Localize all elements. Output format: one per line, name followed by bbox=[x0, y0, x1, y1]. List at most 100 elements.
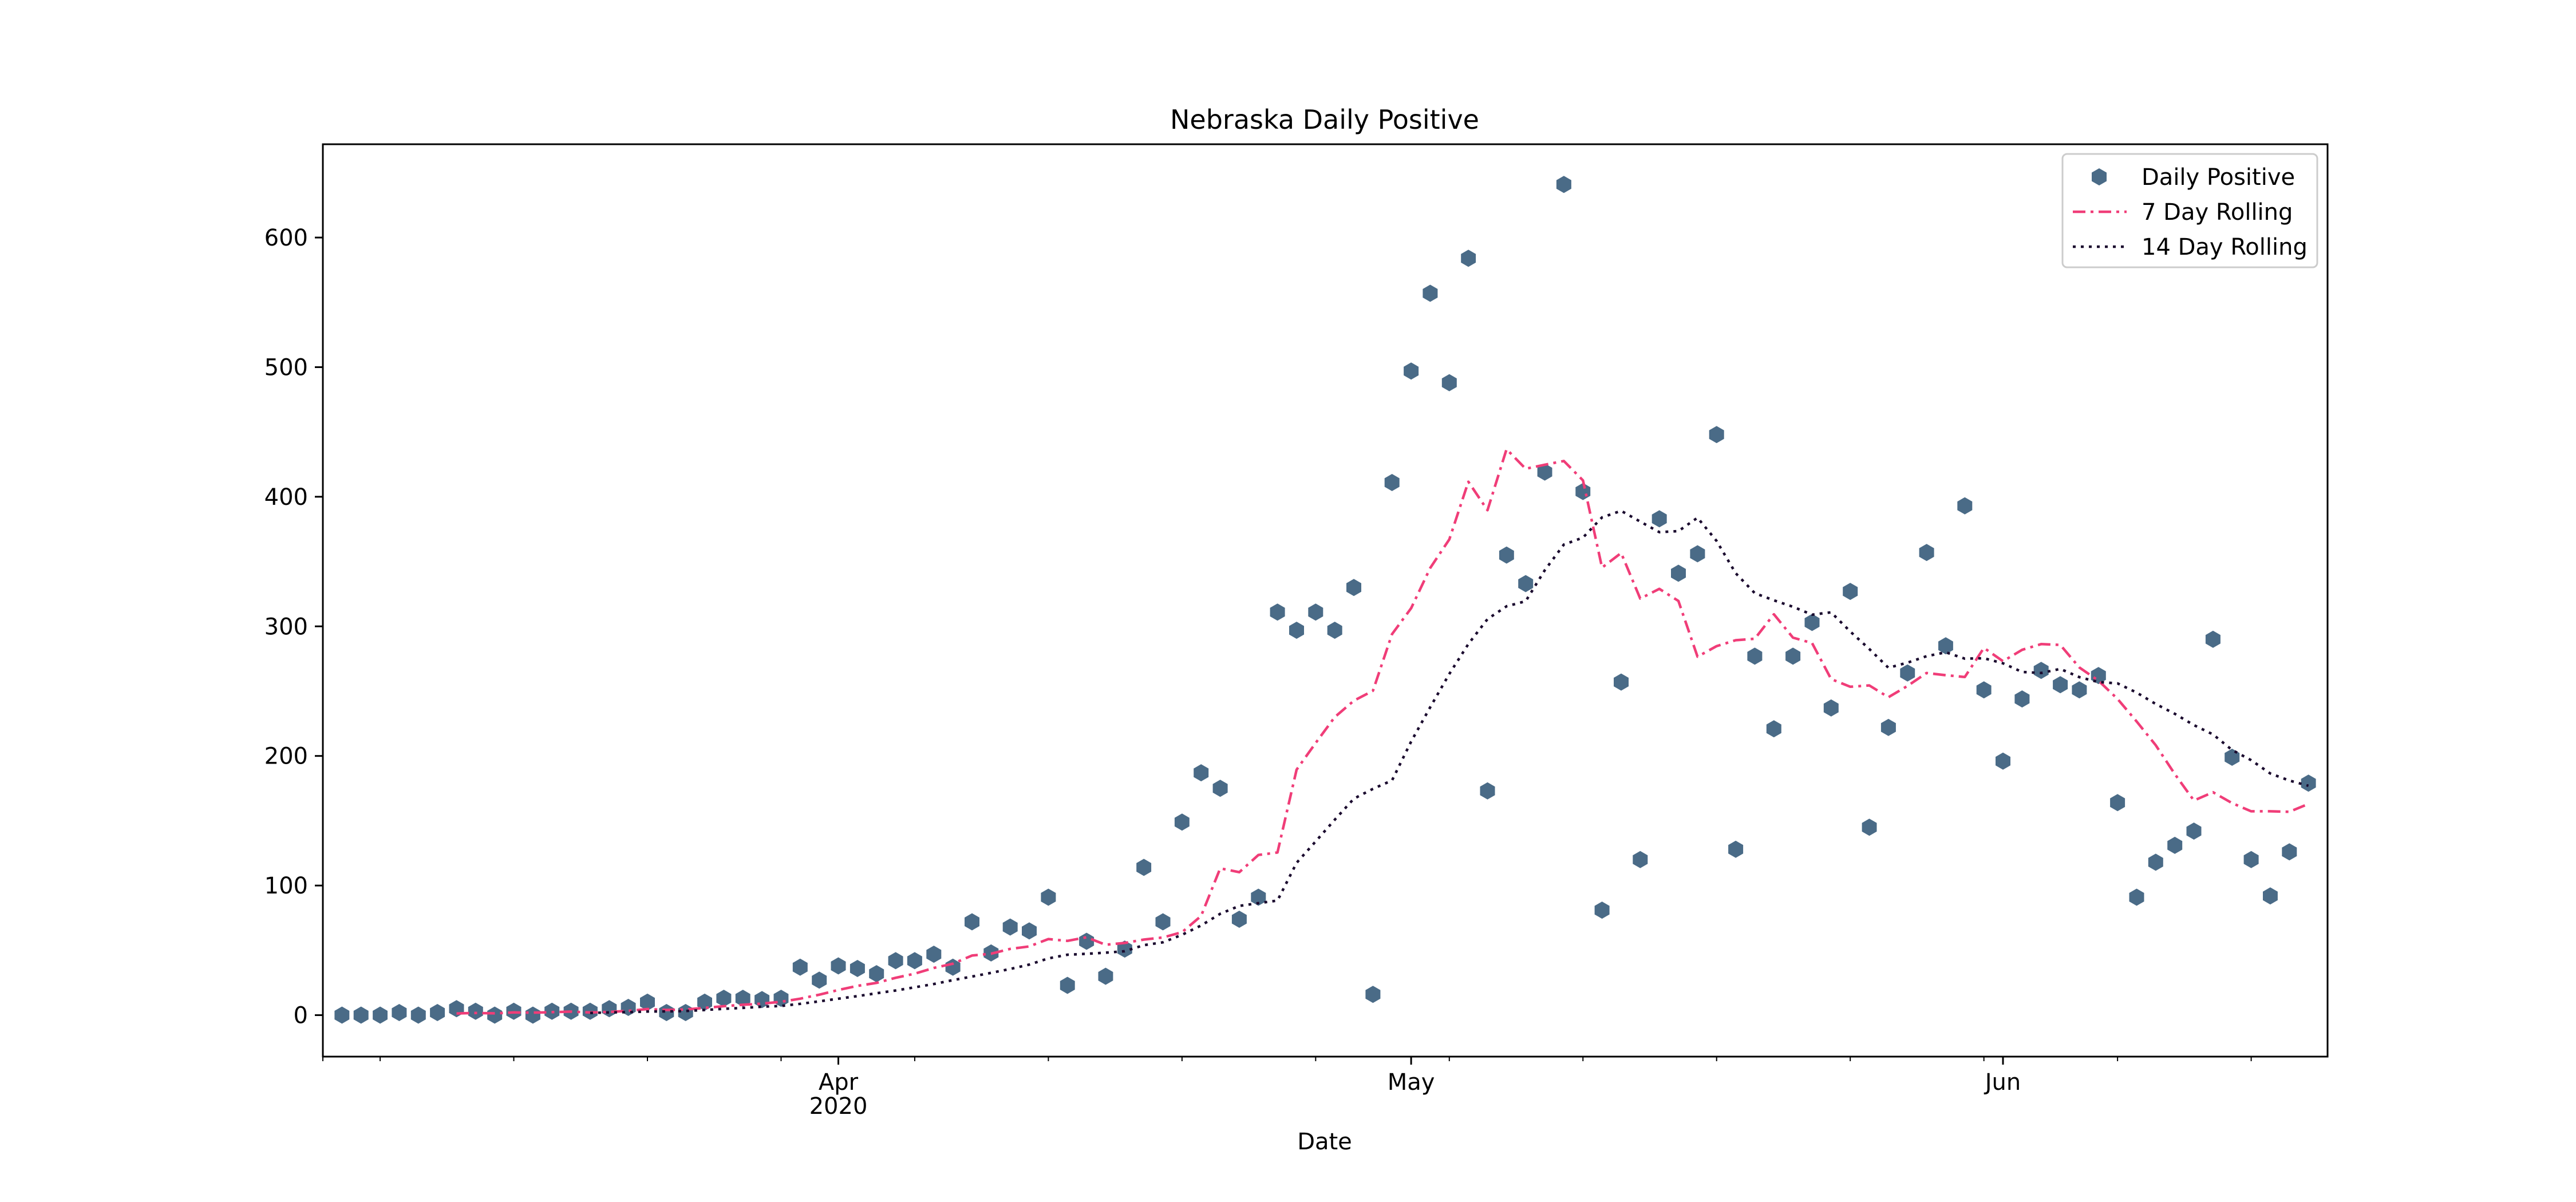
chart-title: Nebraska Daily Positive bbox=[1170, 104, 1479, 135]
daily-positive-point bbox=[1327, 622, 1342, 639]
daily-positive-point bbox=[735, 990, 750, 1007]
daily-positive-point bbox=[965, 913, 979, 931]
daily-positive-point bbox=[1518, 575, 1534, 592]
x-axis-label: Date bbox=[1297, 1129, 1352, 1155]
daily-positive-point bbox=[1938, 637, 1953, 655]
series-layer bbox=[334, 176, 2316, 1024]
daily-positive-point bbox=[1079, 932, 1095, 950]
daily-positive-point bbox=[353, 1006, 369, 1024]
daily-positive-point bbox=[926, 946, 942, 963]
daily-positive-point bbox=[1880, 718, 1896, 736]
daily-positive-point bbox=[831, 957, 846, 975]
daily-positive-point bbox=[1996, 752, 2010, 770]
daily-positive-point bbox=[2263, 887, 2278, 905]
y-tick-label: 200 bbox=[264, 744, 308, 770]
daily-positive-point bbox=[1843, 583, 1858, 600]
daily-positive-point bbox=[659, 1004, 674, 1021]
legend-box bbox=[2061, 153, 2318, 268]
daily-positive-point bbox=[1671, 564, 1686, 582]
daily-positive-point bbox=[1289, 622, 1304, 639]
daily-positive-point bbox=[1002, 918, 1018, 936]
daily-positive-point bbox=[1919, 544, 1934, 562]
daily-positive-point bbox=[410, 1006, 426, 1024]
legend: Daily Positive 7 Day Rolling 14 Day Rollin… bbox=[2061, 153, 2318, 268]
daily-positive-point bbox=[640, 993, 655, 1011]
daily-positive-point bbox=[1404, 362, 1419, 380]
daily-positive-point bbox=[2110, 794, 2125, 812]
daily-positive-point bbox=[1862, 819, 1877, 836]
daily-positive-point bbox=[2243, 851, 2259, 868]
daily-positive-point bbox=[373, 1006, 388, 1024]
legend-label: Daily Positive bbox=[2142, 164, 2295, 191]
daily-positive-point bbox=[1461, 250, 1476, 267]
legend-label: 7 Day Rolling bbox=[2142, 199, 2293, 226]
daily-positive-point bbox=[2033, 662, 2049, 679]
daily-positive-point bbox=[1690, 545, 1705, 563]
daily-positive-point bbox=[1041, 888, 1056, 906]
daily-positive-point bbox=[1556, 176, 1571, 193]
daily-positive-point bbox=[1251, 888, 1266, 906]
daily-positive-point bbox=[1976, 681, 1992, 699]
y-tick-label: 500 bbox=[264, 354, 308, 381]
daily-positive-point bbox=[1652, 510, 1667, 528]
daily-positive-point bbox=[2301, 774, 2316, 792]
daily-positive-point bbox=[1900, 664, 1915, 682]
daily-positive-point bbox=[2205, 630, 2221, 648]
y-tick-label: 0 bbox=[294, 1003, 308, 1029]
legend-label: 14 Day Rolling bbox=[2142, 234, 2308, 260]
daily-positive-point bbox=[1194, 764, 1209, 782]
daily-positive-point bbox=[1480, 782, 1495, 800]
daily-positive-point bbox=[1346, 579, 1361, 596]
daily-positive-point bbox=[1441, 374, 1457, 392]
daily-positive-point bbox=[2167, 836, 2183, 854]
daily-positive-point bbox=[2186, 823, 2202, 840]
daily-positive-point bbox=[392, 1004, 407, 1021]
daily-positive-point bbox=[2148, 853, 2163, 871]
y-tick-label: 600 bbox=[264, 225, 308, 251]
daily-positive-point bbox=[2053, 676, 2068, 694]
daily-positive-point bbox=[1212, 780, 1228, 797]
y-tick-label: 300 bbox=[264, 614, 308, 640]
daily-positive-point bbox=[2014, 690, 2030, 708]
x-tick-label: Apr bbox=[819, 1069, 859, 1096]
legend-marker-daily-positive bbox=[2092, 168, 2107, 185]
daily-positive-point bbox=[2129, 888, 2144, 906]
daily-positive-point bbox=[430, 1004, 445, 1021]
rolling-14-day-line bbox=[590, 509, 2309, 1014]
daily-positive-point bbox=[716, 990, 732, 1007]
daily-positive-point bbox=[525, 1006, 540, 1024]
daily-positive-point bbox=[1499, 546, 1514, 564]
daily-positive-point bbox=[2282, 843, 2297, 861]
daily-positive-point bbox=[1423, 284, 1438, 302]
x-tick-label: Jun bbox=[1984, 1069, 2021, 1096]
daily-positive-point bbox=[1384, 474, 1400, 491]
daily-positive-point bbox=[1594, 902, 1610, 919]
y-tick-label: 100 bbox=[264, 873, 308, 899]
daily-positive-point bbox=[468, 1002, 483, 1020]
daily-positive-point bbox=[1766, 720, 1781, 738]
daily-positive-point bbox=[1117, 940, 1132, 958]
daily-positive-point bbox=[334, 1006, 350, 1024]
daily-positive-point bbox=[1231, 911, 1247, 928]
daily-positive-point bbox=[1614, 673, 1629, 691]
daily-positive-point bbox=[1709, 426, 1724, 444]
daily-positive-point bbox=[1957, 497, 1973, 515]
daily-positive-point bbox=[1270, 603, 1285, 621]
daily-positive-point bbox=[945, 958, 961, 976]
y-tick-label: 400 bbox=[264, 484, 308, 511]
daily-positive-point bbox=[888, 952, 903, 970]
daily-positive-point bbox=[1728, 840, 1744, 858]
daily-positive-point bbox=[1136, 859, 1152, 876]
daily-positive-point bbox=[1174, 813, 1190, 831]
daily-positive-point bbox=[1537, 463, 1552, 481]
daily-positive-point bbox=[1098, 967, 1113, 985]
daily-positive-point bbox=[869, 965, 884, 983]
daily-positive-point bbox=[1308, 603, 1323, 621]
daily-positive-point bbox=[1155, 913, 1171, 931]
daily-positive-point bbox=[1804, 614, 1820, 631]
daily-positive-point bbox=[907, 952, 922, 970]
daily-positive-point bbox=[1823, 699, 1839, 717]
daily-positive-point bbox=[812, 971, 827, 989]
